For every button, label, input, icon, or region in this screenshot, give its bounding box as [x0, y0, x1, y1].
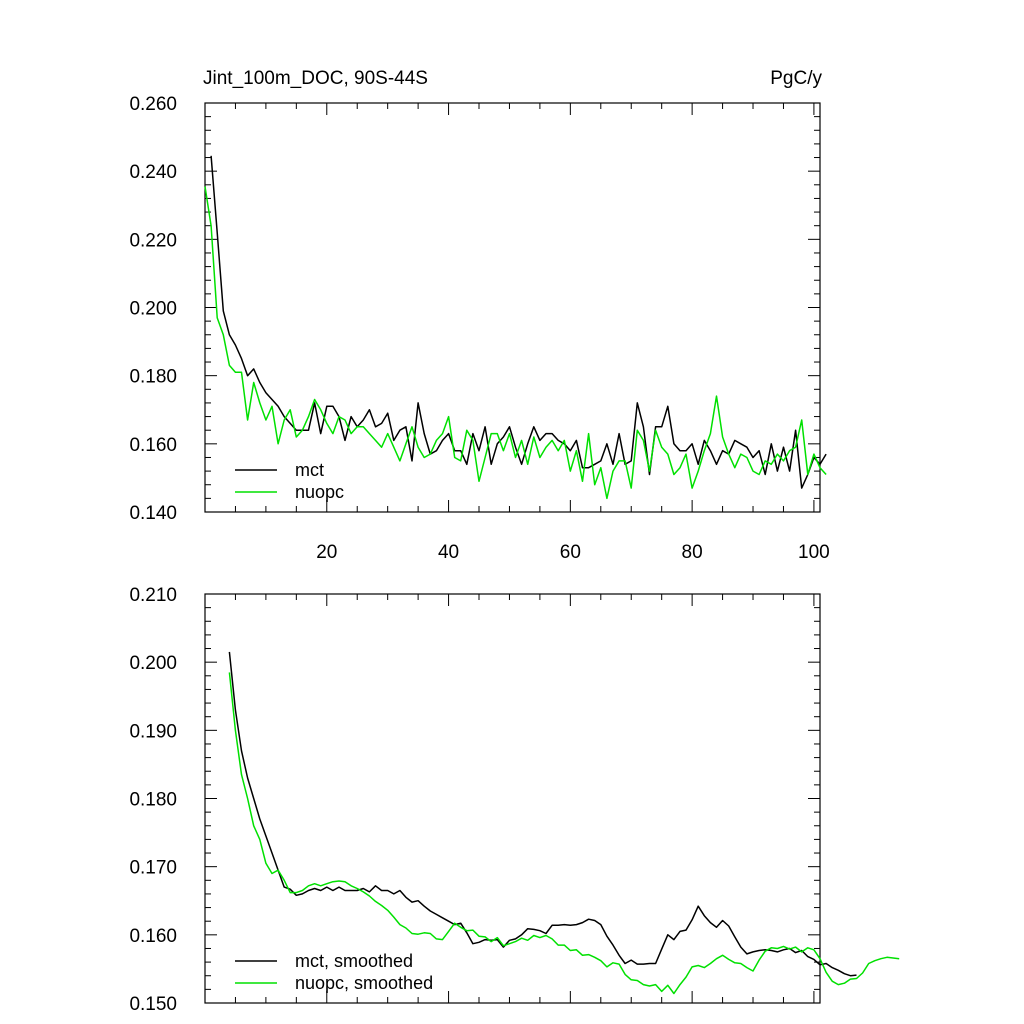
- x-axis-top-tick-label: 60: [560, 542, 581, 563]
- series-line-mct-smoothed: [228, 651, 857, 977]
- legend-label-nuopc: nuopc: [295, 482, 344, 502]
- series-line-nuopc: [204, 186, 827, 500]
- plot-frame: [204, 593, 821, 1004]
- y-axis-bottom-tick-label: 0.150: [129, 994, 177, 1015]
- y-axis-bottom-tick-label: 0.190: [129, 721, 177, 742]
- series-line-mct: [210, 155, 827, 489]
- legend-label-nuopc-smoothed: nuopc, smoothed: [295, 973, 433, 993]
- y-axis-bottom-tick-label: 0.200: [129, 653, 177, 674]
- chart-title: Jint_100m_DOC, 90S-44S: [203, 68, 428, 89]
- y-axis-bottom-tick-label: 0.170: [129, 858, 177, 879]
- y-axis-top-tick-label: 0.160: [129, 435, 177, 456]
- y-axis-top-tick-label: 0.220: [129, 230, 177, 251]
- y-axis-bottom-tick-label: 0.180: [129, 790, 177, 811]
- y-axis-top-tick-label: 0.260: [129, 94, 177, 115]
- chart-units: PgC/y: [770, 68, 822, 89]
- y-axis-bottom-tick-label: 0.160: [129, 926, 177, 947]
- series-line-nuopc-smoothed: [228, 672, 900, 995]
- bottom-panel: 0.150 0.160 0.170 0.180 0.190 0.200 0.210 mct, …: [129, 585, 900, 1015]
- y-axis-bottom-tick-label: 0.210: [129, 585, 177, 606]
- x-axis-top-tick-label: 40: [438, 542, 459, 563]
- top-panel: 0.140 0.160 0.180 0.200 0.220 0.240 0.260 20 40 6…: [129, 94, 829, 563]
- legend-label-mct-smoothed: mct, smoothed: [295, 951, 413, 971]
- y-axis-top-tick-label: 0.240: [129, 162, 177, 183]
- y-axis-top-tick-label: 0.200: [129, 299, 177, 320]
- x-axis-top-tick-label: 100: [798, 542, 830, 563]
- y-axis-top-tick-label: 0.180: [129, 367, 177, 388]
- x-axis-top-tick-label: 80: [682, 542, 703, 563]
- y-axis-top-tick-label: 0.140: [129, 503, 177, 524]
- legend-label-mct: mct: [295, 460, 324, 480]
- x-axis-top-tick-label: 20: [316, 542, 337, 563]
